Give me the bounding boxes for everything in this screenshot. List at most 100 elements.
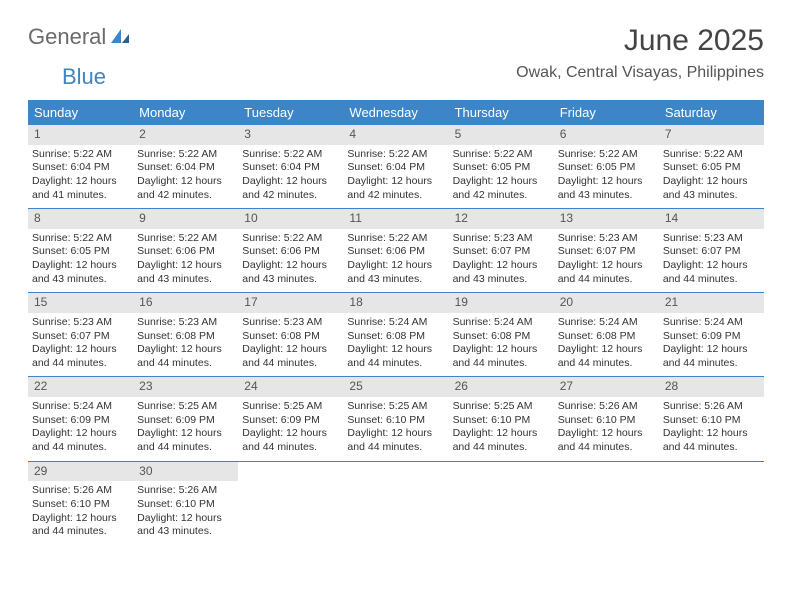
sunset-text: Sunset: 6:05 PM [558,161,655,175]
day-number: 25 [343,377,448,397]
sunrise-text: Sunrise: 5:22 AM [558,148,655,162]
daylight-text: Daylight: 12 hours and 44 minutes. [347,343,444,370]
day-number: 23 [133,377,238,397]
daylight-text: Daylight: 12 hours and 44 minutes. [558,427,655,454]
daylight-text: Daylight: 12 hours and 42 minutes. [137,175,234,202]
daylight-text: Daylight: 12 hours and 44 minutes. [558,259,655,286]
title-block: June 2025 Owak, Central Visayas, Philipp… [516,24,764,82]
day-cell: 8Sunrise: 5:22 AMSunset: 6:05 PMDaylight… [28,209,133,292]
day-number: 3 [238,125,343,145]
sunset-text: Sunset: 6:09 PM [663,330,760,344]
day-body: Sunrise: 5:26 AMSunset: 6:10 PMDaylight:… [133,481,238,545]
sunrise-text: Sunrise: 5:22 AM [242,148,339,162]
sunrise-text: Sunrise: 5:23 AM [242,316,339,330]
daylight-text: Daylight: 12 hours and 44 minutes. [32,343,129,370]
daylight-text: Daylight: 12 hours and 43 minutes. [137,512,234,539]
day-body: Sunrise: 5:25 AMSunset: 6:10 PMDaylight:… [343,397,448,461]
sunrise-text: Sunrise: 5:22 AM [137,148,234,162]
daylight-text: Daylight: 12 hours and 44 minutes. [347,427,444,454]
day-number: 11 [343,209,448,229]
day-cell: 3Sunrise: 5:22 AMSunset: 6:04 PMDaylight… [238,125,343,208]
sunset-text: Sunset: 6:09 PM [137,414,234,428]
day-cell: 24Sunrise: 5:25 AMSunset: 6:09 PMDayligh… [238,377,343,460]
day-body: Sunrise: 5:22 AMSunset: 6:05 PMDaylight:… [659,145,764,209]
day-number: 12 [449,209,554,229]
sunrise-text: Sunrise: 5:22 AM [663,148,760,162]
day-body: Sunrise: 5:25 AMSunset: 6:09 PMDaylight:… [133,397,238,461]
day-number: 19 [449,293,554,313]
sunrise-text: Sunrise: 5:24 AM [663,316,760,330]
day-cell: 16Sunrise: 5:23 AMSunset: 6:08 PMDayligh… [133,293,238,376]
day-body: Sunrise: 5:26 AMSunset: 6:10 PMDaylight:… [554,397,659,461]
sunrise-text: Sunrise: 5:22 AM [32,232,129,246]
sunrise-text: Sunrise: 5:23 AM [663,232,760,246]
week-row: 29Sunrise: 5:26 AMSunset: 6:10 PMDayligh… [28,462,764,545]
day-body: Sunrise: 5:24 AMSunset: 6:08 PMDaylight:… [554,313,659,377]
day-body: Sunrise: 5:22 AMSunset: 6:04 PMDaylight:… [238,145,343,209]
sunset-text: Sunset: 6:05 PM [32,245,129,259]
day-header: Wednesday [343,100,448,125]
sunrise-text: Sunrise: 5:24 AM [453,316,550,330]
daylight-text: Daylight: 12 hours and 42 minutes. [347,175,444,202]
sunrise-text: Sunrise: 5:22 AM [137,232,234,246]
day-body: Sunrise: 5:26 AMSunset: 6:10 PMDaylight:… [28,481,133,545]
sunset-text: Sunset: 6:10 PM [32,498,129,512]
day-body: Sunrise: 5:22 AMSunset: 6:05 PMDaylight:… [554,145,659,209]
daylight-text: Daylight: 12 hours and 44 minutes. [663,259,760,286]
day-body: Sunrise: 5:24 AMSunset: 6:08 PMDaylight:… [449,313,554,377]
day-header: Sunday [28,100,133,125]
day-number: 16 [133,293,238,313]
day-cell: 28Sunrise: 5:26 AMSunset: 6:10 PMDayligh… [659,377,764,460]
daylight-text: Daylight: 12 hours and 41 minutes. [32,175,129,202]
week-row: 22Sunrise: 5:24 AMSunset: 6:09 PMDayligh… [28,377,764,461]
day-body: Sunrise: 5:22 AMSunset: 6:04 PMDaylight:… [133,145,238,209]
day-cell: 23Sunrise: 5:25 AMSunset: 6:09 PMDayligh… [133,377,238,460]
day-number: 4 [343,125,448,145]
day-header: Thursday [449,100,554,125]
sunrise-text: Sunrise: 5:26 AM [663,400,760,414]
day-body: Sunrise: 5:23 AMSunset: 6:08 PMDaylight:… [133,313,238,377]
sunset-text: Sunset: 6:10 PM [347,414,444,428]
day-cell [554,462,659,545]
sunrise-text: Sunrise: 5:22 AM [347,148,444,162]
daylight-text: Daylight: 12 hours and 44 minutes. [242,427,339,454]
day-cell: 2Sunrise: 5:22 AMSunset: 6:04 PMDaylight… [133,125,238,208]
sunrise-text: Sunrise: 5:24 AM [558,316,655,330]
sunrise-text: Sunrise: 5:24 AM [32,400,129,414]
sunset-text: Sunset: 6:04 PM [137,161,234,175]
location-text: Owak, Central Visayas, Philippines [516,64,764,82]
calendar-grid: SundayMondayTuesdayWednesdayThursdayFrid… [28,100,764,545]
daylight-text: Daylight: 12 hours and 44 minutes. [137,427,234,454]
day-header: Friday [554,100,659,125]
day-cell: 13Sunrise: 5:23 AMSunset: 6:07 PMDayligh… [554,209,659,292]
daylight-text: Daylight: 12 hours and 43 minutes. [137,259,234,286]
day-cell: 20Sunrise: 5:24 AMSunset: 6:08 PMDayligh… [554,293,659,376]
day-number: 22 [28,377,133,397]
day-number: 8 [28,209,133,229]
calendar-page: General June 2025 Owak, Central Visayas,… [0,0,792,565]
day-number: 17 [238,293,343,313]
day-cell: 25Sunrise: 5:25 AMSunset: 6:10 PMDayligh… [343,377,448,460]
day-cell: 22Sunrise: 5:24 AMSunset: 6:09 PMDayligh… [28,377,133,460]
day-body: Sunrise: 5:22 AMSunset: 6:05 PMDaylight:… [449,145,554,209]
sunset-text: Sunset: 6:07 PM [663,245,760,259]
sunset-text: Sunset: 6:09 PM [32,414,129,428]
day-body: Sunrise: 5:22 AMSunset: 6:04 PMDaylight:… [343,145,448,209]
day-cell: 17Sunrise: 5:23 AMSunset: 6:08 PMDayligh… [238,293,343,376]
sunset-text: Sunset: 6:04 PM [242,161,339,175]
sunset-text: Sunset: 6:08 PM [137,330,234,344]
sunset-text: Sunset: 6:06 PM [137,245,234,259]
sunset-text: Sunset: 6:10 PM [137,498,234,512]
daylight-text: Daylight: 12 hours and 43 minutes. [663,175,760,202]
sunrise-text: Sunrise: 5:22 AM [347,232,444,246]
day-header: Saturday [659,100,764,125]
day-number: 20 [554,293,659,313]
day-number: 18 [343,293,448,313]
day-body: Sunrise: 5:22 AMSunset: 6:06 PMDaylight:… [238,229,343,293]
day-body: Sunrise: 5:22 AMSunset: 6:05 PMDaylight:… [28,229,133,293]
day-number: 24 [238,377,343,397]
logo-sail-icon [110,24,130,50]
day-header: Tuesday [238,100,343,125]
day-body: Sunrise: 5:24 AMSunset: 6:08 PMDaylight:… [343,313,448,377]
sunrise-text: Sunrise: 5:25 AM [137,400,234,414]
